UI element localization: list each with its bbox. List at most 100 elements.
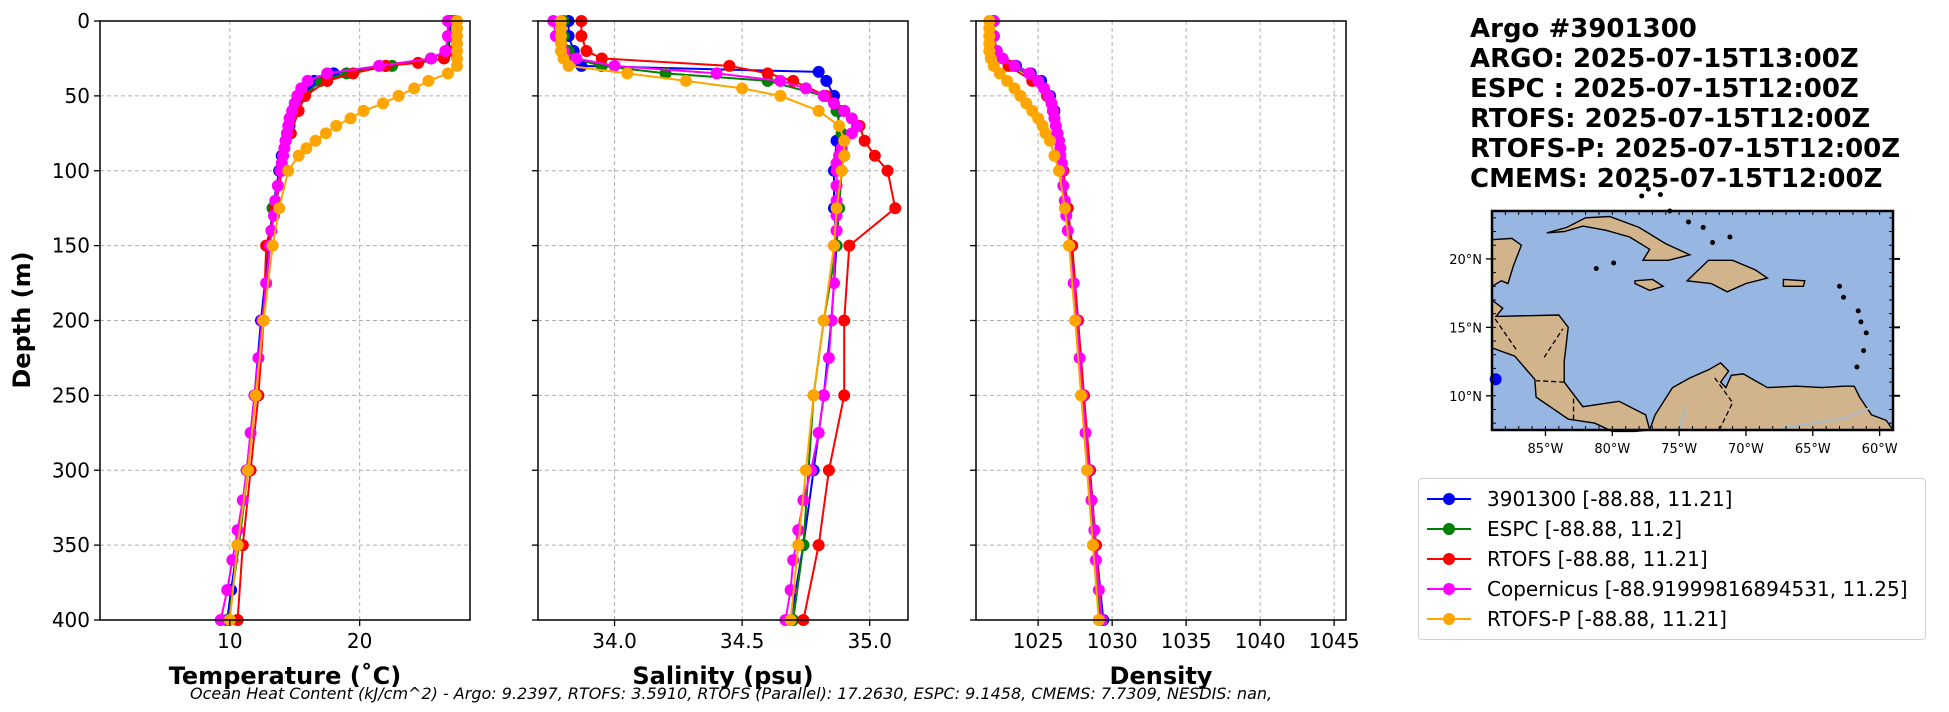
panel-0 bbox=[94, 15, 471, 626]
data-point-copernicus bbox=[812, 426, 825, 439]
land-hispaniola bbox=[1685, 259, 1770, 293]
data-point-copernicus bbox=[244, 426, 257, 439]
y-tick-label: 350 bbox=[52, 533, 90, 557]
small-island bbox=[1841, 294, 1847, 300]
data-point-rtofs-p bbox=[408, 82, 421, 95]
data-point-rtofs-p bbox=[1075, 389, 1088, 402]
y-tick-label: 50 bbox=[65, 84, 90, 108]
data-point-rtofs-p bbox=[1048, 149, 1061, 162]
data-point-rtofs-p bbox=[993, 67, 1006, 80]
country-border bbox=[1492, 316, 1517, 350]
data-point-rtofs-p bbox=[1052, 164, 1065, 177]
data-point-copernicus bbox=[236, 494, 249, 507]
data-point-rtofs bbox=[858, 134, 871, 147]
y-tick-label: 150 bbox=[52, 234, 90, 258]
data-point-rtofs-p bbox=[792, 539, 805, 552]
data-point-copernicus bbox=[373, 59, 386, 72]
legend-marker-icon bbox=[1427, 609, 1471, 629]
land-yucatan bbox=[1491, 237, 1523, 288]
data-point-rtofs-p bbox=[344, 112, 357, 125]
small-island bbox=[1727, 234, 1733, 240]
x-axis-label: Temperature (˚C) bbox=[169, 662, 402, 690]
data-point-rtofs-p bbox=[273, 202, 286, 215]
small-island bbox=[1858, 319, 1864, 325]
y-tick-label: 100 bbox=[52, 159, 90, 183]
series-line-rtofs bbox=[580, 21, 897, 621]
data-point-copernicus bbox=[252, 351, 265, 364]
small-island bbox=[1657, 192, 1663, 198]
small-island bbox=[1593, 265, 1599, 271]
data-point-3901300 bbox=[820, 74, 833, 87]
data-point-rtofs-p bbox=[319, 127, 332, 140]
river bbox=[1678, 406, 1687, 431]
data-point-rtofs-p bbox=[300, 142, 313, 155]
country-border bbox=[1536, 380, 1565, 383]
data-point-rtofs bbox=[843, 239, 856, 252]
location-map bbox=[1486, 186, 1900, 436]
map-lon-label: 70°W bbox=[1728, 442, 1764, 457]
data-point-rtofs bbox=[822, 464, 835, 477]
data-point-rtofs-p bbox=[1081, 464, 1093, 477]
data-point-rtofs-p bbox=[835, 164, 848, 177]
x-tick-label: 34.5 bbox=[720, 629, 765, 653]
data-point-rtofs-p bbox=[833, 119, 846, 132]
data-point-rtofs bbox=[881, 164, 894, 177]
data-point-copernicus bbox=[830, 224, 843, 237]
data-point-3901300 bbox=[812, 65, 825, 78]
data-point-rtofs-p bbox=[309, 134, 322, 147]
data-point-rtofs bbox=[868, 149, 881, 162]
y-tick-label: 250 bbox=[52, 383, 90, 407]
legend-label: 3901300 [-88.88, 11.21] bbox=[1487, 487, 1733, 511]
data-point-rtofs-p bbox=[330, 119, 343, 132]
y-tick-label: 0 bbox=[77, 9, 90, 33]
small-island bbox=[1685, 219, 1691, 225]
data-point-rtofs-p bbox=[451, 59, 464, 72]
rtofs-time-line: RTOFS: 2025-07-15T12:00Z bbox=[1470, 104, 1871, 134]
small-island bbox=[1700, 224, 1706, 230]
legend-marker-icon bbox=[1427, 519, 1471, 539]
data-point-copernicus bbox=[1088, 524, 1101, 537]
data-point-copernicus bbox=[1023, 67, 1036, 80]
rtofs-p-time-line: RTOFS-P: 2025-07-15T12:00Z bbox=[1470, 134, 1901, 164]
country-border bbox=[1713, 376, 1734, 431]
data-point-rtofs-p bbox=[562, 59, 575, 72]
x-axis-label: Salinity (psu) bbox=[632, 662, 813, 690]
y-axis-label: Depth (m) bbox=[8, 251, 36, 388]
country-border bbox=[1543, 328, 1564, 358]
small-island bbox=[1863, 330, 1869, 336]
y-tick-label: 300 bbox=[52, 458, 90, 482]
legend-item: 3901300 [-88.88, 11.21] bbox=[1427, 484, 1925, 514]
x-tick-label: 10 bbox=[217, 629, 242, 653]
data-point-copernicus bbox=[439, 44, 452, 57]
data-point-copernicus bbox=[1089, 554, 1102, 567]
data-point-copernicus bbox=[1073, 351, 1086, 364]
data-point-rtofs-p bbox=[807, 389, 820, 402]
ohc-caption: Ocean Heat Content (kJ/cm^2) - Argo: 9.2… bbox=[190, 684, 1273, 703]
small-island bbox=[1855, 308, 1861, 314]
legend-label: RTOFS-P [-88.88, 11.21] bbox=[1487, 607, 1727, 631]
data-point-copernicus bbox=[817, 389, 830, 402]
panel-1 bbox=[532, 15, 909, 626]
data-point-rtofs-p bbox=[282, 164, 295, 177]
map-lon-label: 65°W bbox=[1795, 442, 1831, 457]
data-point-copernicus bbox=[231, 524, 244, 537]
data-point-copernicus bbox=[321, 67, 334, 80]
data-point-rtofs bbox=[575, 29, 588, 42]
data-point-rtofs-p bbox=[774, 89, 787, 102]
legend-item: RTOFS-P [-88.88, 11.21] bbox=[1427, 604, 1925, 634]
legend-label: RTOFS [-88.88, 11.21] bbox=[1487, 547, 1708, 571]
land-jamaica bbox=[1634, 278, 1665, 292]
data-point-rtofs-p bbox=[799, 464, 812, 477]
data-point-rtofs-p bbox=[377, 97, 390, 110]
data-point-copernicus bbox=[792, 524, 805, 537]
data-point-copernicus bbox=[710, 67, 723, 80]
data-point-rtofs-p bbox=[1069, 314, 1082, 327]
land-puerto-rico bbox=[1782, 278, 1806, 287]
legend-marker-icon bbox=[1427, 489, 1471, 509]
data-point-copernicus bbox=[271, 179, 284, 192]
data-point-copernicus bbox=[845, 127, 858, 140]
data-point-copernicus bbox=[817, 89, 830, 102]
x-tick-label: 1045 bbox=[1309, 629, 1360, 653]
legend-label: ESPC [-88.88, 11.2] bbox=[1487, 517, 1683, 541]
